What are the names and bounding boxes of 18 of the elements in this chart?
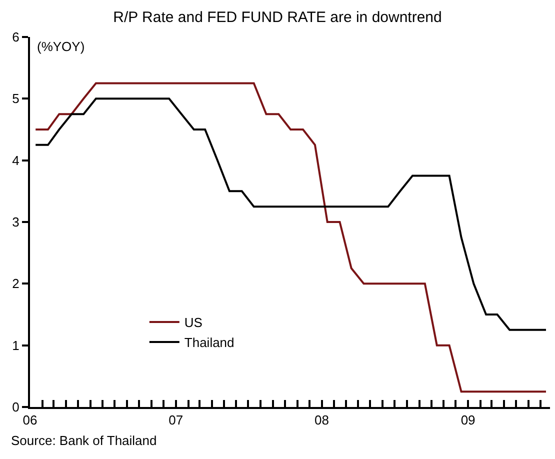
x-tick-label: 08 <box>314 412 330 428</box>
y-tick-label: 3 <box>12 214 20 230</box>
x-tick-label: 06 <box>22 412 38 428</box>
source-note: Source: Bank of Thailand <box>11 433 157 448</box>
y-tick-label: 6 <box>12 30 20 45</box>
legend-label: US <box>184 315 203 330</box>
y-tick-label: 5 <box>12 91 20 106</box>
y-tick-label: 2 <box>12 276 20 292</box>
y-tick-label: 0 <box>12 400 20 415</box>
y-tick-label: 4 <box>12 152 20 168</box>
y-tick-label: 1 <box>12 338 20 353</box>
line-series <box>34 98 547 331</box>
legend-label: Thailand <box>184 335 234 350</box>
line-series <box>34 82 547 393</box>
chart-title: R/P Rate and FED FUND RATE are in downtrend <box>113 8 442 26</box>
x-tick-label: 07 <box>168 412 184 428</box>
x-tick-label: 09 <box>460 412 476 428</box>
y-axis-title: (%YOY) <box>37 39 85 54</box>
